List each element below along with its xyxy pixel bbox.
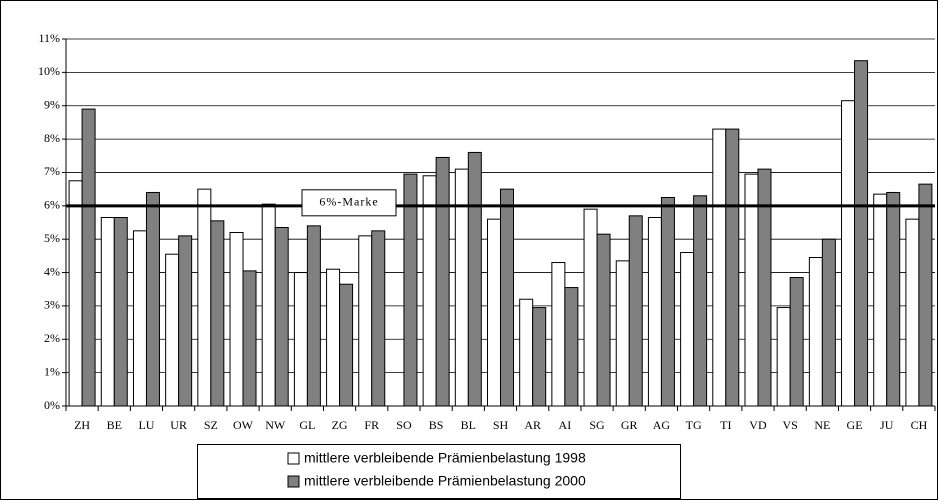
bar [339, 283, 354, 407]
bar [615, 260, 630, 407]
bar [808, 257, 823, 407]
bar [306, 225, 321, 407]
y-tick-label: 7% [44, 164, 60, 178]
legend-swatch [287, 475, 300, 488]
bar [358, 235, 373, 407]
y-tick-label: 11% [38, 31, 60, 45]
x-tick-label: GR [621, 418, 638, 432]
bar [113, 216, 128, 407]
y-tick-label: 8% [44, 131, 60, 145]
y-tick-label: 1% [44, 364, 60, 378]
x-tick-label: AI [559, 418, 572, 432]
bar [229, 232, 244, 407]
bar [81, 108, 96, 407]
bar [68, 180, 83, 407]
bar [435, 156, 450, 407]
bar [583, 208, 598, 407]
y-tick-label: 6% [44, 198, 60, 212]
x-tick-label: SG [589, 418, 605, 432]
y-tick-label: 4% [44, 264, 60, 278]
bar [210, 220, 225, 407]
x-tick-label: UR [170, 418, 187, 432]
reference-label-box [301, 189, 397, 217]
x-tick-label: GE [847, 418, 863, 432]
bar [261, 203, 276, 407]
legend-box [197, 444, 681, 499]
x-tick-label: ZH [74, 418, 90, 432]
x-tick-label: ZG [332, 418, 348, 432]
legend-label: mittlere verbleibende Prämienbelastung 2… [304, 473, 586, 489]
x-tick-label: OW [233, 418, 254, 432]
bar [821, 238, 836, 407]
bar [165, 253, 180, 407]
bar [487, 218, 501, 407]
bar [776, 307, 791, 407]
bar [467, 151, 482, 407]
bar [680, 252, 695, 407]
x-tick-label: LU [138, 418, 154, 432]
bar [145, 191, 160, 407]
bar [712, 128, 727, 407]
bar [197, 188, 212, 407]
y-tick-label: 5% [44, 231, 60, 245]
x-tick-label: CH [911, 418, 928, 432]
x-tick-label: SH [493, 418, 509, 432]
bar [100, 216, 115, 407]
bar [551, 262, 566, 407]
x-tick-label: NW [265, 418, 286, 432]
x-tick-label: JU [880, 418, 894, 432]
y-tick-label: 0% [44, 398, 60, 412]
bar [628, 215, 643, 407]
bar [693, 195, 708, 407]
bar [854, 60, 869, 407]
y-tick-label: 10% [38, 64, 60, 78]
bar [519, 298, 534, 407]
x-tick-label: AR [524, 418, 541, 432]
x-tick-label: BE [107, 418, 122, 432]
bar [422, 175, 437, 407]
bar [242, 270, 257, 407]
bar [886, 191, 901, 407]
bar [905, 218, 920, 407]
x-tick-label: VS [782, 418, 797, 432]
x-tick-label: AG [653, 418, 671, 432]
bar [744, 173, 759, 407]
y-tick-label: 9% [44, 97, 60, 111]
bar [403, 173, 418, 407]
y-tick-label: 3% [44, 298, 60, 312]
bar [293, 272, 308, 407]
x-tick-label: NE [814, 418, 830, 432]
bar [647, 216, 662, 407]
bar [178, 235, 193, 407]
x-tick-label: BL [461, 418, 476, 432]
x-tick-label: GL [299, 418, 315, 432]
bar [596, 233, 611, 407]
x-tick-label: SZ [204, 418, 218, 432]
bar [660, 196, 675, 407]
x-tick-label: SO [396, 418, 412, 432]
bar [274, 227, 289, 407]
bar [326, 268, 341, 407]
x-tick-label: VD [749, 418, 767, 432]
x-tick-label: BS [429, 418, 444, 432]
bar [132, 230, 147, 407]
reference-label: 6%-Marke [319, 195, 378, 209]
y-tick-label: 2% [44, 331, 60, 345]
legend-swatch [287, 452, 300, 465]
legend-label: mittlere verbleibende Prämienbelastung 1… [304, 450, 586, 466]
bar [789, 277, 804, 407]
x-tick-label: TG [686, 418, 702, 432]
bar [500, 188, 514, 407]
bar [725, 128, 740, 407]
bar [918, 183, 933, 407]
bar [371, 230, 386, 407]
bar [564, 287, 579, 407]
bar [532, 307, 547, 407]
bar [873, 193, 888, 407]
bar [841, 100, 856, 407]
x-tick-label: FR [364, 418, 379, 432]
x-tick-label: TI [720, 418, 731, 432]
